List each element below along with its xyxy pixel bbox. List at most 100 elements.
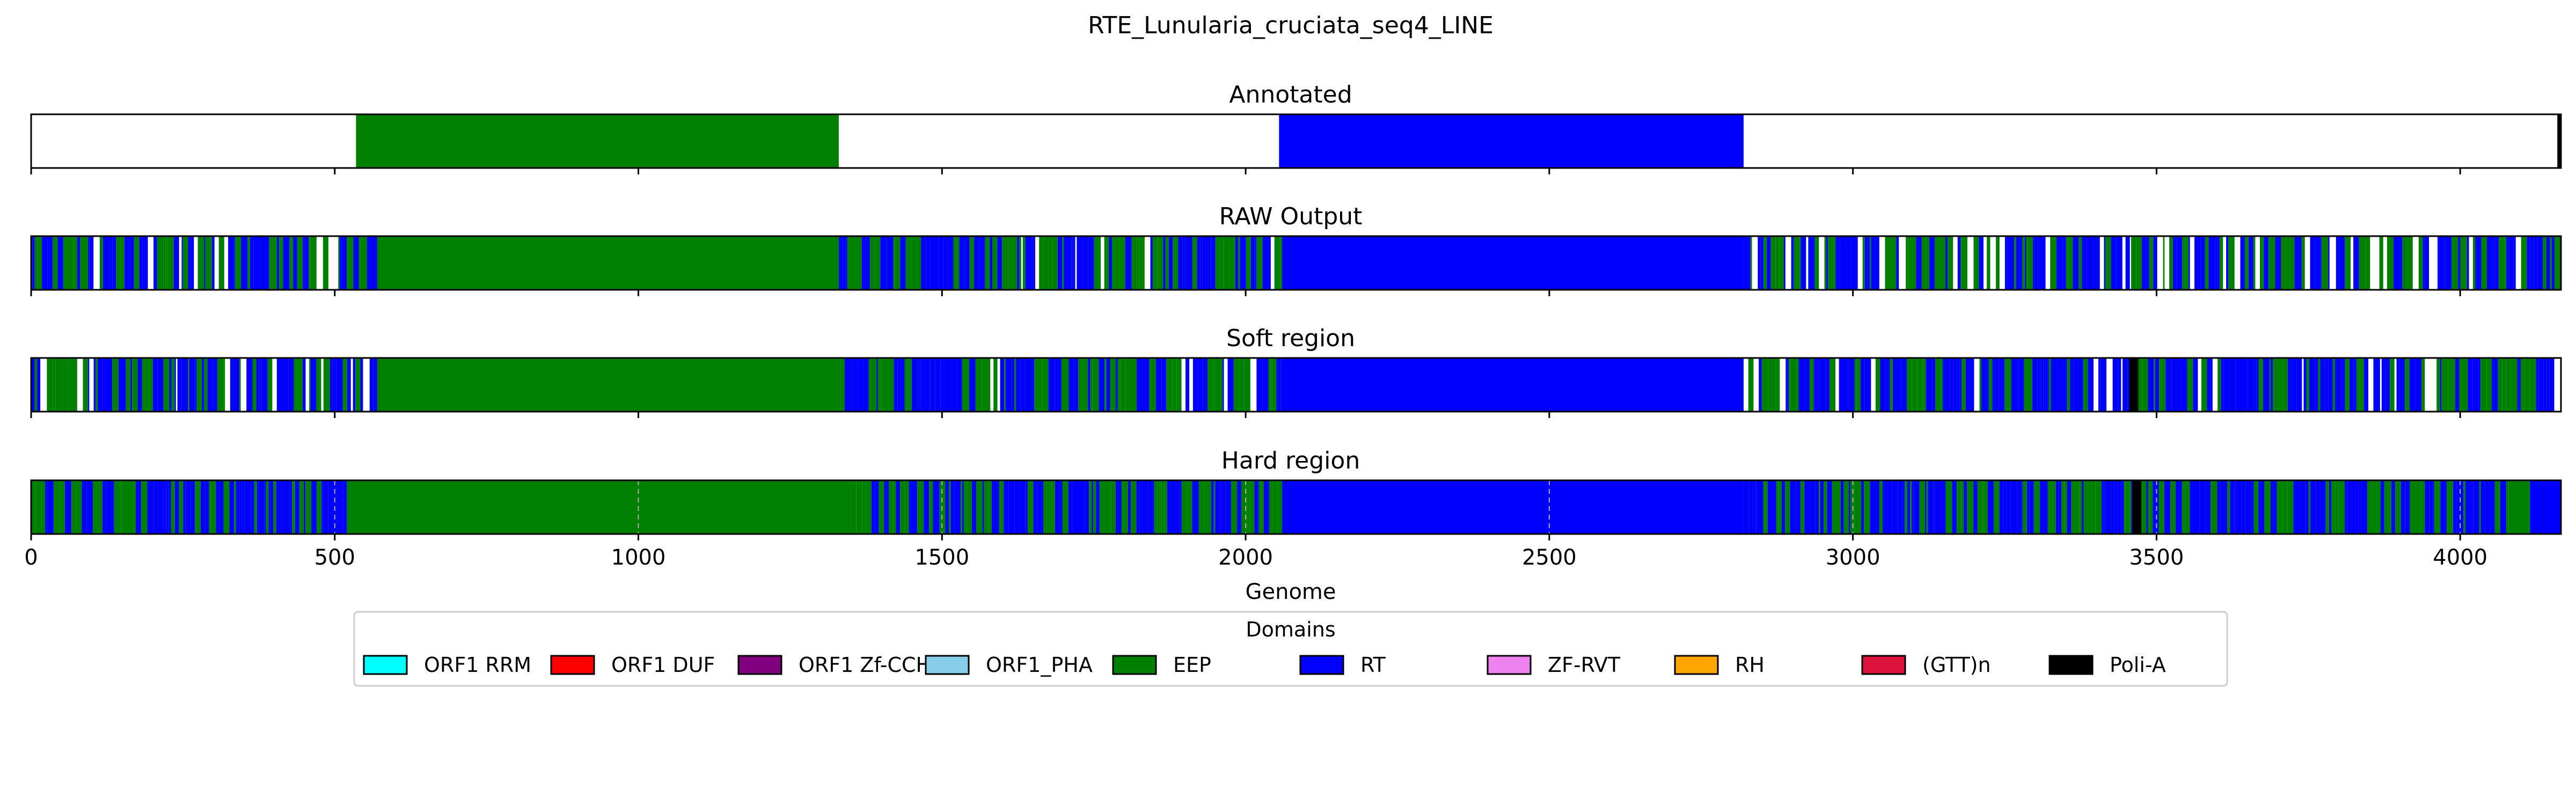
mark-rt xyxy=(107,480,114,534)
mark-rt xyxy=(1268,480,1269,534)
mark-rt xyxy=(1168,236,1173,290)
mark-rt xyxy=(348,358,351,412)
mark-rt xyxy=(2229,358,2236,412)
mark-eep xyxy=(2270,236,2275,290)
mark-eep xyxy=(1139,236,1145,290)
mark-rt xyxy=(1278,358,1281,412)
mark-rt xyxy=(211,236,215,290)
mark-rt xyxy=(900,236,906,290)
mark-rt xyxy=(153,480,158,534)
mark-rt xyxy=(2218,236,2220,290)
mark-rt xyxy=(1033,236,1035,290)
mark-eep xyxy=(879,480,884,534)
mark-rt xyxy=(943,236,947,290)
legend-swatch xyxy=(737,655,782,675)
mark-eep xyxy=(209,480,211,534)
mark-rt xyxy=(191,480,195,534)
mark-rt xyxy=(1826,358,1830,412)
mark-eep xyxy=(1042,358,1045,412)
mark-eep xyxy=(1765,480,1768,534)
mark-rt xyxy=(2039,236,2046,290)
mark-rt xyxy=(1037,480,1042,534)
mark-rt xyxy=(341,236,347,290)
mark-eep xyxy=(252,358,257,412)
mark-eep xyxy=(1034,358,1037,412)
mark-rt xyxy=(353,236,359,290)
mark-rt xyxy=(2226,236,2229,290)
mark-eep xyxy=(1819,480,1820,534)
mark-rt xyxy=(2328,358,2333,412)
mark-rt xyxy=(909,480,911,534)
mark-eep xyxy=(134,236,140,290)
mark-eep xyxy=(1248,236,1251,290)
mark-eep xyxy=(297,236,303,290)
mark-eep xyxy=(1173,236,1176,290)
mark-rt xyxy=(1115,480,1118,534)
mark-rt xyxy=(1014,480,1016,534)
mark-rt xyxy=(174,358,176,412)
mark-eep xyxy=(1204,480,1207,534)
mark-rt xyxy=(2361,480,2368,534)
mark-eep xyxy=(1219,236,1224,290)
mark-eep xyxy=(1854,480,1861,534)
mark-eep xyxy=(1862,236,1865,290)
mark-eep xyxy=(289,236,294,290)
mark-rt xyxy=(191,236,194,290)
mark-rt xyxy=(950,480,955,534)
mark-rt xyxy=(2305,480,2309,534)
mark-rt xyxy=(1171,480,1175,534)
mark-eep xyxy=(2321,236,2329,290)
mark-rt xyxy=(158,480,163,534)
mark-rt xyxy=(2303,358,2307,412)
segment-eep xyxy=(377,358,839,412)
mark-eep xyxy=(2026,236,2028,290)
mark-eep xyxy=(1126,480,1128,534)
mark-eep xyxy=(993,358,998,412)
mark-eep xyxy=(269,236,273,290)
mark-rt xyxy=(1225,480,1231,534)
panel-annotated: Annotated xyxy=(30,81,2562,174)
mark-eep xyxy=(1239,358,1245,412)
mark-rt xyxy=(1957,358,1960,412)
mark-rt xyxy=(1078,480,1085,534)
mark-rt xyxy=(979,236,981,290)
mark-eep xyxy=(38,236,42,290)
mark-rt xyxy=(945,480,949,534)
mark-rt xyxy=(1019,480,1026,534)
mark-rt xyxy=(1197,358,1199,412)
mark-rt xyxy=(2500,480,2507,534)
mark-rt xyxy=(2021,480,2023,534)
mark-eep xyxy=(949,480,951,534)
mark-rt xyxy=(2148,358,2154,412)
mark-rt xyxy=(2176,236,2183,290)
mark-eep xyxy=(2004,358,2011,412)
mark-rt xyxy=(2055,480,2059,534)
mark-rt xyxy=(45,480,47,534)
segment-poli-a xyxy=(2557,114,2561,168)
mark-rt xyxy=(157,358,164,412)
mark-eep xyxy=(1776,358,1780,412)
mark-rt xyxy=(2088,358,2094,412)
mark-eep xyxy=(992,236,998,290)
mark-rt xyxy=(2473,480,2479,534)
mark-eep xyxy=(1154,480,1158,534)
mark-rt xyxy=(2517,358,2519,412)
mark-eep xyxy=(2290,236,2295,290)
mark-rt xyxy=(1743,480,1749,534)
mark-rt xyxy=(1262,236,1269,290)
mark-eep xyxy=(2530,358,2536,412)
mark-eep xyxy=(1104,480,1111,534)
mark-rt xyxy=(1016,480,1020,534)
mark-rt xyxy=(2045,358,2048,412)
mark-eep xyxy=(1258,480,1261,534)
mark-rt xyxy=(276,236,280,290)
mark-rt xyxy=(230,236,235,290)
mark-eep xyxy=(969,236,975,290)
mark-eep xyxy=(976,480,983,534)
mark-eep xyxy=(2022,236,2025,290)
mark-eep xyxy=(69,236,74,290)
mark-rt xyxy=(1020,358,1026,412)
mark-rt xyxy=(1237,480,1241,534)
mark-rt xyxy=(884,480,887,534)
mark-rt xyxy=(1055,480,1060,534)
